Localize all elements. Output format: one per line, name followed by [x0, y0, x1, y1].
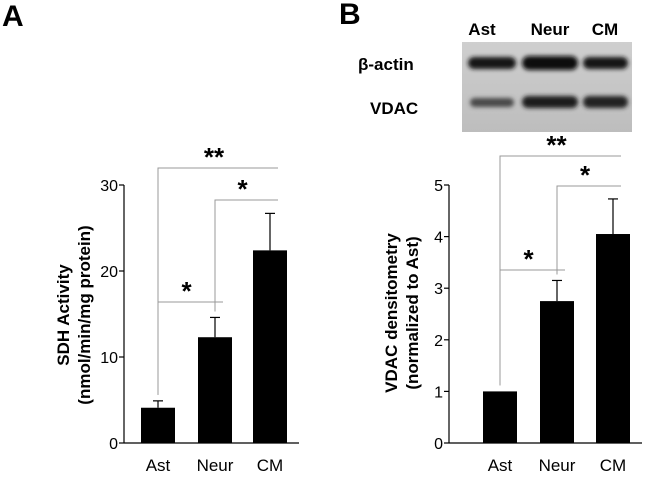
- bar: [483, 391, 517, 443]
- y-tick-label: 2: [434, 333, 443, 350]
- western-blot: Ast Neur CM β-actin VDAC: [358, 20, 632, 132]
- chart-b-ylabel-line1: VDAC densitometry: [382, 233, 401, 393]
- bar: [253, 250, 287, 443]
- x-tick-label: Neur: [197, 456, 234, 475]
- chart-a: SDH Activity (nmol/min/mg protein) 0 10 20…: [54, 142, 299, 475]
- significance-label: *: [237, 174, 248, 204]
- bar: [198, 337, 232, 443]
- x-tick-label: CM: [600, 456, 626, 475]
- band-vdac-neur: [522, 96, 578, 108]
- y-tick-label: 0: [109, 436, 118, 453]
- y-tick-label: 20: [100, 264, 118, 281]
- blot-row-label-vdac: VDAC: [370, 99, 418, 118]
- significance-label: **: [204, 142, 225, 172]
- x-tick-label: Ast: [488, 456, 513, 475]
- y-tick-label: 1: [434, 384, 443, 401]
- y-tick-label: 3: [434, 281, 443, 298]
- band-actin-ast: [468, 57, 516, 69]
- blot-lane-label: CM: [592, 20, 618, 39]
- x-tick-label: Neur: [539, 456, 576, 475]
- x-tick-label: CM: [257, 456, 283, 475]
- band-actin-cm: [583, 57, 628, 69]
- significance-bracket: [499, 155, 621, 386]
- chart-b-ylabel-line2: (normalized to Ast): [403, 236, 422, 389]
- bar: [141, 407, 175, 443]
- x-tick-label: Ast: [146, 456, 171, 475]
- significance-label: *: [523, 244, 534, 274]
- bar: [540, 301, 574, 443]
- band-actin-neur: [522, 56, 578, 70]
- bar: [596, 234, 630, 443]
- band-vdac-cm: [583, 96, 628, 108]
- blot-bands: [468, 56, 628, 108]
- panel-b-label: B: [339, 0, 361, 31]
- band-vdac-ast: [470, 98, 514, 107]
- significance-label: *: [580, 160, 591, 190]
- significance-bracket: [556, 185, 621, 275]
- chart-a-ylabel-line2: (nmol/min/mg protein): [75, 225, 94, 404]
- y-tick-label: 10: [100, 350, 118, 367]
- significance-bracket: [157, 167, 278, 395]
- blot-row-label-actin: β-actin: [358, 55, 414, 74]
- significance-bracket: [214, 199, 278, 312]
- blot-lane-label: Ast: [468, 20, 496, 39]
- panel-a-label: A: [2, 0, 24, 33]
- y-tick-label: 5: [434, 178, 443, 195]
- y-tick-label: 0: [434, 436, 443, 453]
- chart-b: VDAC densitometry (normalized to Ast) 0 1…: [382, 130, 642, 475]
- y-tick-label: 4: [434, 230, 443, 247]
- chart-a-ylabel-line1: SDH Activity: [54, 264, 73, 366]
- significance-label: **: [546, 130, 567, 160]
- blot-lane-label: Neur: [531, 20, 570, 39]
- y-tick-label: 30: [100, 178, 118, 195]
- blot-background: [462, 42, 632, 132]
- significance-label: *: [181, 276, 192, 306]
